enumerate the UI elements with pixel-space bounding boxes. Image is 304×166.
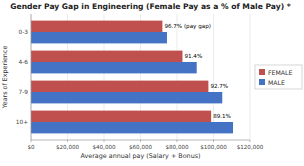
title: Gender Pay Gap in Engineering (Female Pa…: [10, 2, 291, 11]
y-tick-label: 7-9: [19, 89, 29, 95]
bar: [31, 51, 182, 62]
bar: [31, 21, 162, 32]
grid-line: [213, 14, 214, 140]
annotation: 89.1%: [213, 113, 231, 119]
annotation: 92.7%: [210, 83, 228, 89]
annotation: 96.7% (pay gap): [164, 23, 211, 30]
bar: [31, 92, 222, 103]
legend-swatch: [259, 69, 265, 75]
x-tick-label: $100,000: [200, 144, 227, 150]
bar: [31, 32, 167, 43]
grid: [31, 14, 250, 140]
y-axis: [31, 14, 32, 140]
x-tick-label: $40,000: [92, 144, 116, 150]
chart: Gender Pay Gap in Engineering (Female Pa…: [0, 0, 304, 166]
y-axis-label: Years of Experience: [1, 46, 9, 110]
x-axis: [31, 140, 250, 141]
grid-line: [31, 14, 32, 140]
x-tick-label: $0: [27, 144, 35, 150]
x-tick-label: $20,000: [56, 144, 80, 150]
y-tick-label: 4-6: [19, 59, 29, 65]
y-tick-label: 0-3: [19, 29, 29, 35]
legend-swatch: [259, 79, 265, 85]
annotation: 91.4%: [184, 53, 202, 59]
legend-label: FEMALE: [268, 69, 292, 76]
grid-line: [250, 14, 251, 140]
legend-label: MALE: [268, 79, 285, 86]
legend: FEMALE MALE: [255, 65, 302, 89]
x-tick-label: $80,000: [165, 144, 189, 150]
x-axis-label: Average annual pay (Salary + Bonus): [80, 152, 200, 160]
bar: [31, 81, 208, 92]
bar: [31, 111, 211, 122]
x-tick-label: $60,000: [129, 144, 153, 150]
y-tick-label: 10+: [16, 119, 28, 125]
x-tick-label: $120,000: [237, 144, 264, 150]
bar: [31, 62, 197, 73]
legend-frame: [255, 65, 302, 89]
bar: [31, 122, 233, 133]
bars: [31, 21, 233, 134]
